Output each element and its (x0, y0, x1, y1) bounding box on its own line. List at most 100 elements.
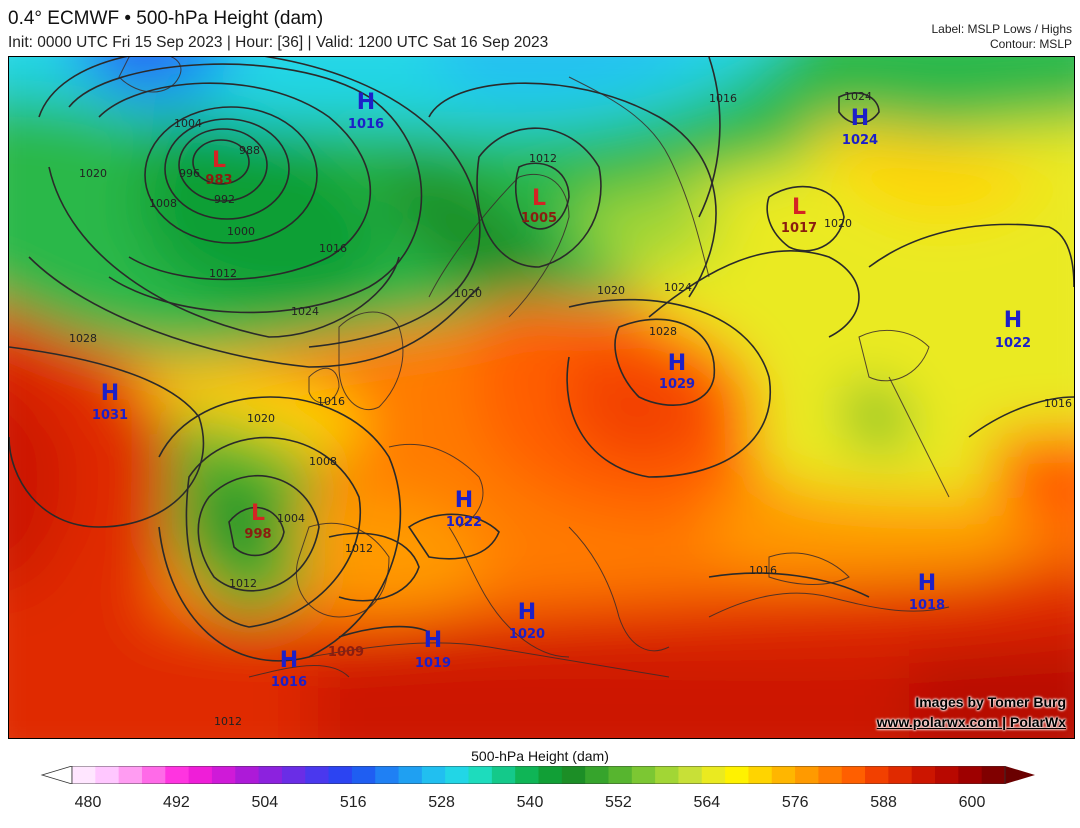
colorbar-swatch (211, 766, 236, 784)
isobar-label: 1016 (317, 395, 345, 408)
colorbar-swatch (585, 766, 610, 784)
contour-note: Contour: MSLP (989, 37, 1072, 51)
svg-text:H: H (455, 488, 473, 513)
isobar-label: 996 (179, 167, 200, 180)
svg-text:L: L (212, 148, 226, 173)
colorbar-swatch (841, 766, 866, 784)
colorbar-swatch (445, 766, 470, 784)
high-center: H 1031 (92, 381, 128, 423)
isobar-label: 1012 (345, 542, 373, 555)
svg-text:H: H (851, 106, 869, 131)
colorbar-swatch (165, 766, 190, 784)
colorbar-swatch (561, 766, 586, 784)
colorbar-swatch (771, 766, 796, 784)
svg-text:983: 983 (205, 173, 232, 188)
isobars (9, 57, 1074, 662)
svg-text:H: H (668, 351, 686, 376)
colorbar-swatch (748, 766, 773, 784)
isobar-label: 1024 (844, 90, 872, 103)
svg-text:1020: 1020 (509, 627, 545, 642)
svg-text:L: L (792, 195, 806, 220)
label-note: Label: MSLP Lows / Highs (931, 22, 1072, 36)
isobar-label: 1016 (1044, 397, 1072, 410)
credit-author: Images by Tomer Burg (915, 694, 1066, 710)
svg-text:L: L (251, 501, 265, 526)
isobar-label: 1024 (664, 281, 692, 294)
colorbar-swatch (188, 766, 213, 784)
colorbar-swatch (398, 766, 423, 784)
colorbar-tick-label: 552 (605, 794, 632, 811)
colorbar-swatch (935, 766, 959, 784)
colorbar-swatch (958, 766, 983, 784)
colorbar-swatch (235, 766, 260, 784)
isobar-label: 1004 (277, 512, 305, 525)
colorbar-ticks: 480 492 504 516 528 540 552 564 576 588 600 (0, 794, 1080, 818)
colorbar-swatch (888, 766, 913, 784)
svg-text:1017: 1017 (781, 221, 817, 236)
coastlines (118, 57, 950, 678)
isobar-label: 1020 (247, 412, 275, 425)
colorbar-min-arrow (40, 766, 73, 784)
image-credit: Images by Tomer Burg www.polarwx.com | P… (877, 692, 1066, 732)
isobar-label: 1012 (209, 267, 237, 280)
colorbar-tick-label: 600 (958, 794, 986, 811)
high-center: H 1022 (446, 488, 482, 530)
colorbar-swatch (72, 766, 96, 784)
colorbar-swatch (118, 766, 143, 784)
colorbar-swatch (911, 766, 936, 784)
svg-text:H: H (424, 628, 442, 653)
colorbar-tick-label: 480 (74, 794, 102, 811)
isobar-label: 1020 (824, 217, 852, 230)
svg-text:H: H (518, 600, 536, 625)
colorbar-swatch (608, 766, 633, 784)
isobar-label: 1012 (214, 715, 242, 728)
map-subtitle: Init: 0000 UTC Fri 15 Sep 2023 | Hour: [… (8, 34, 549, 51)
isobar-label: 1004 (174, 117, 202, 130)
high-center: H 1024 (842, 106, 878, 148)
colorbar-max-arrow (1005, 766, 1035, 784)
legend-note: Label: MSLP Lows / Highs Contour: MSLP (931, 22, 1072, 52)
colorbar-swatch (678, 766, 703, 784)
isobar-label: 1012 (529, 152, 557, 165)
isobar-label: 1016 (709, 92, 737, 105)
colorbar-swatch (655, 766, 680, 784)
svg-text:1022: 1022 (446, 515, 482, 530)
colorbar-swatch (515, 766, 540, 784)
colorbar-tick-label: 516 (339, 794, 367, 811)
colorbar-tick-label: 588 (870, 794, 897, 811)
low-center: 1009 (328, 645, 364, 660)
svg-text:1016: 1016 (271, 675, 307, 690)
colorbar-border (71, 766, 1006, 784)
svg-text:1024: 1024 (842, 133, 878, 148)
map-canvas: 988 992 996 1000 1004 1008 1012 1016 102… (9, 57, 1074, 738)
colorbar-swatch (725, 766, 750, 784)
colorbar (40, 766, 1035, 784)
isobar-label: 1016 (319, 242, 347, 255)
isobar-labels: 988 992 996 1000 1004 1008 1012 1016 102… (69, 90, 1072, 728)
svg-text:1031: 1031 (92, 408, 128, 423)
svg-text:1005: 1005 (521, 211, 557, 226)
colorbar-tick-label: 504 (251, 794, 279, 811)
svg-text:H: H (357, 90, 375, 115)
high-center: H 1019 (415, 628, 451, 671)
colorbar-swatch (865, 766, 889, 784)
colorbar-swatch (141, 766, 166, 784)
colorbar-tick-label: 540 (516, 794, 544, 811)
svg-text:H: H (918, 571, 936, 596)
colorbar-swatch (258, 766, 283, 784)
credit-website[interactable]: www.polarwx.com | PolarWx (876, 714, 1066, 730)
colorbar-swatch (981, 766, 1006, 784)
svg-text:1009: 1009 (328, 645, 364, 660)
isobar-label: 988 (239, 144, 260, 157)
weather-map[interactable]: 988 992 996 1000 1004 1008 1012 1016 102… (8, 56, 1075, 739)
colorbar-tick-label: 576 (781, 794, 809, 811)
colorbar-swatch (95, 766, 120, 784)
colorbar-swatch (795, 766, 819, 784)
map-title: 0.4° ECMWF • 500-hPa Height (dam) (8, 8, 324, 29)
high-center: H 1016 (271, 648, 307, 690)
isobar-label: 1028 (69, 332, 97, 345)
